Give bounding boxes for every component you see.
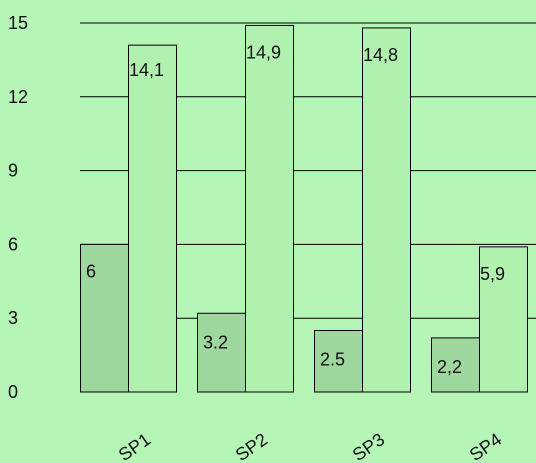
bar <box>431 337 480 393</box>
x-category-label: SP1 <box>115 429 154 463</box>
data-label: 6 <box>86 261 96 281</box>
data-labels: 6 14,1 3.2 14,9 2.5 14,8 2,2 5,9 <box>86 42 505 376</box>
bar <box>245 24 294 393</box>
y-axis-ticks: 0 3 6 9 12 15 <box>8 13 28 402</box>
y-tick-label: 3 <box>8 308 18 328</box>
data-label: 3.2 <box>203 332 228 352</box>
bar <box>197 312 246 393</box>
bars <box>80 24 528 393</box>
y-tick-label: 0 <box>8 382 18 402</box>
x-category-label: SP4 <box>466 429 505 463</box>
y-tick-label: 6 <box>8 234 18 254</box>
y-tick-label: 9 <box>8 161 18 181</box>
bar <box>362 27 411 393</box>
bar <box>128 44 177 393</box>
bar <box>314 330 363 393</box>
y-tick-label: 15 <box>8 13 28 33</box>
bar <box>80 243 129 393</box>
data-label: 14,8 <box>363 45 398 65</box>
data-label: 2,2 <box>437 357 462 377</box>
x-axis-categories: SP1 SP2 SP3 SP4 <box>115 429 505 463</box>
x-category-label: SP3 <box>349 429 388 463</box>
data-label: 14,9 <box>246 42 281 62</box>
y-tick-label: 12 <box>8 87 28 107</box>
data-label: 14,1 <box>129 60 164 80</box>
bar <box>479 246 528 393</box>
x-category-label: SP2 <box>232 429 271 463</box>
data-label: 5,9 <box>480 264 505 284</box>
data-label: 2.5 <box>320 350 345 370</box>
